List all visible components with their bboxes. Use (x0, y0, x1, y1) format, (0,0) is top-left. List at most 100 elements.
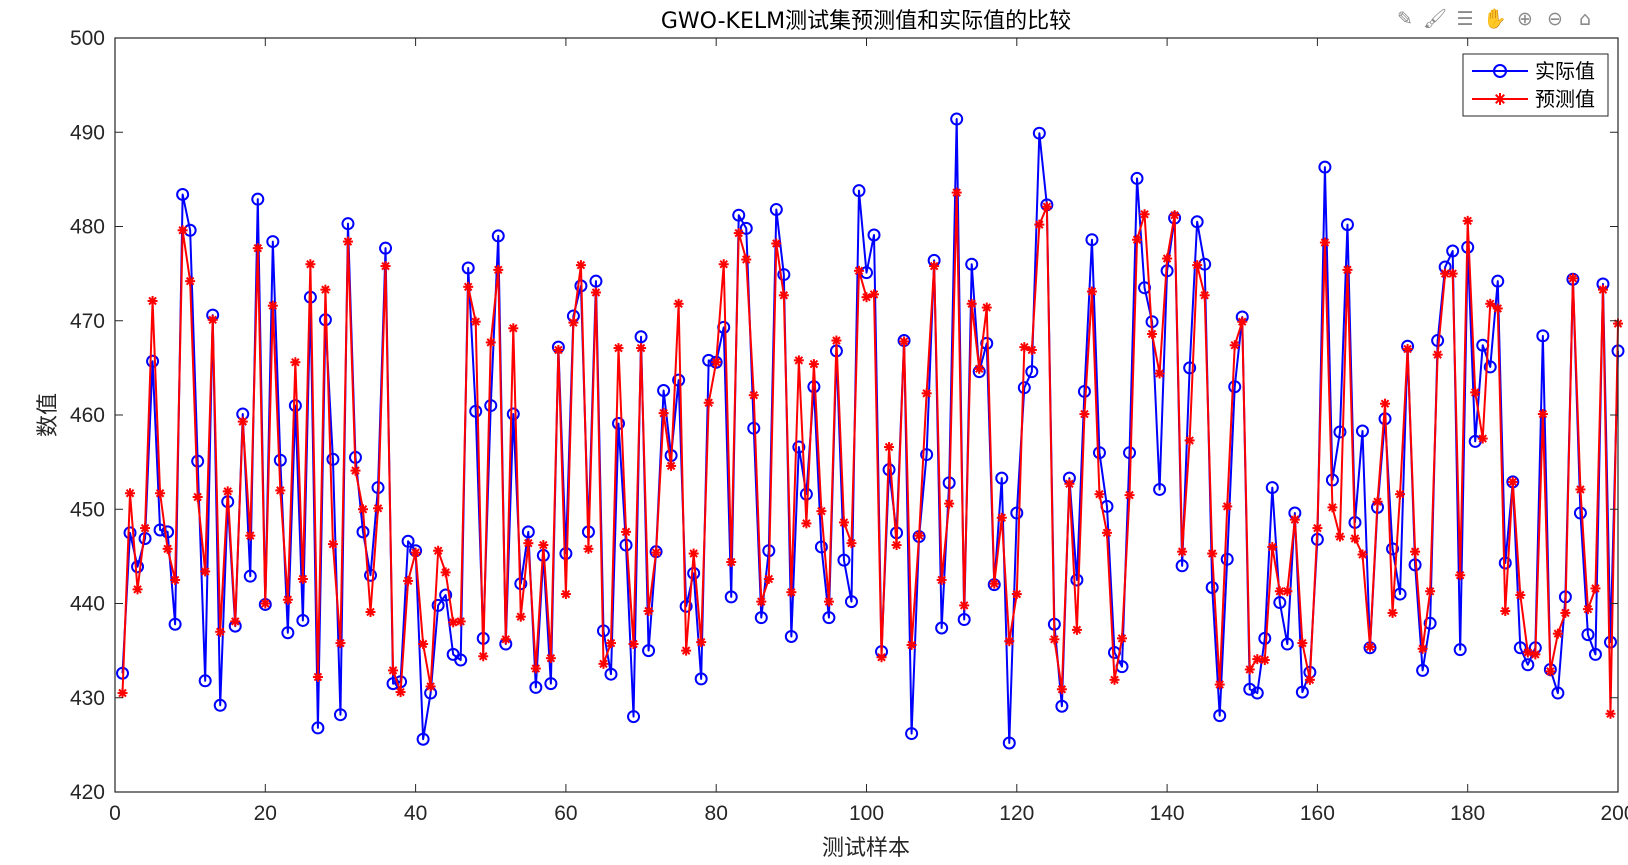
data-point (529, 680, 543, 694)
data-point (1582, 604, 1593, 615)
data-point (1177, 546, 1188, 557)
data-point (1349, 533, 1360, 544)
data-point (1477, 433, 1488, 444)
legend-label-predicted: 预测值 (1535, 87, 1595, 111)
data-point (726, 557, 737, 568)
data-point (935, 621, 949, 635)
data-point (989, 578, 1000, 589)
data-point (1228, 380, 1242, 394)
data-point (598, 658, 609, 669)
data-point (1004, 636, 1015, 647)
data-point (1139, 209, 1150, 220)
data-point (754, 611, 768, 625)
data-tips-icon[interactable]: ☰ (1456, 8, 1474, 30)
data-point (125, 488, 136, 499)
data-point (380, 261, 391, 272)
data-point (724, 590, 738, 604)
data-point (1032, 126, 1046, 140)
data-point (1192, 260, 1203, 271)
data-point (861, 292, 872, 303)
data-point (461, 261, 475, 275)
data-point (1259, 655, 1270, 666)
data-point (718, 259, 729, 270)
x-tick-label: 80 (705, 802, 728, 825)
data-point (553, 344, 564, 355)
data-point (1333, 425, 1347, 439)
pan-icon[interactable]: ✋ (1483, 8, 1507, 30)
data-point (966, 298, 977, 309)
data-point (844, 595, 858, 609)
data-point (123, 526, 137, 540)
data-point (484, 399, 498, 413)
data-point (252, 243, 263, 254)
data-point (493, 264, 504, 275)
data-point (1395, 489, 1406, 500)
data-point (296, 613, 310, 627)
data-point (831, 335, 842, 346)
data-point (132, 584, 143, 595)
data-point (1220, 552, 1234, 566)
data-point (1588, 647, 1602, 661)
data-point (906, 639, 917, 650)
data-point (455, 616, 466, 627)
data-point (837, 553, 851, 567)
data-point (1530, 649, 1541, 660)
y-tick-label: 480 (70, 216, 105, 239)
data-point (1258, 631, 1272, 645)
data-point (756, 596, 767, 607)
data-point (929, 261, 940, 272)
data-point (131, 560, 145, 574)
data-point (604, 667, 618, 681)
brush-icon[interactable]: 🖌 (1422, 8, 1448, 30)
data-point (311, 721, 325, 735)
data-point (793, 355, 804, 366)
edit-plot-icon[interactable]: ✎ (1397, 8, 1413, 30)
legend[interactable]: 实际值 预测值 (1462, 53, 1609, 117)
data-point (627, 710, 641, 724)
data-point (454, 653, 468, 667)
zoom-in-icon[interactable]: ⊕ (1517, 8, 1533, 30)
data-point (605, 638, 616, 649)
data-point (1567, 273, 1578, 284)
home-icon[interactable]: ⌂ (1578, 8, 1592, 30)
data-point (440, 567, 451, 578)
data-point (920, 448, 934, 462)
data-point (1109, 674, 1120, 685)
data-point (1265, 481, 1279, 495)
data-point (1387, 607, 1398, 618)
data-point (1513, 641, 1527, 655)
data-point (275, 485, 286, 496)
data-point (711, 357, 722, 368)
data-point (140, 523, 151, 534)
data-point (1605, 708, 1616, 719)
x-tick-label: 140 (1150, 802, 1185, 825)
data-point (799, 487, 813, 501)
data-point (957, 613, 971, 627)
data-point (741, 254, 752, 265)
data-point (521, 525, 535, 539)
data-point (1175, 559, 1189, 573)
data-point (478, 651, 489, 662)
data-point (1386, 542, 1400, 556)
data-point (1536, 329, 1550, 343)
data-point (703, 397, 714, 408)
data-point (1581, 628, 1595, 642)
data-point (732, 208, 746, 222)
data-point (1049, 634, 1060, 645)
data-point (1462, 215, 1473, 226)
data-point (869, 289, 880, 300)
data-point (995, 471, 1009, 485)
data-point (876, 652, 887, 663)
data-point (431, 598, 445, 612)
data-point (1169, 210, 1180, 221)
data-point (784, 629, 798, 643)
data-point (1447, 268, 1458, 279)
data-point (1056, 684, 1067, 695)
data-point (395, 687, 406, 698)
zoom-out-icon[interactable]: ⊖ (1547, 8, 1563, 30)
data-point (1575, 484, 1586, 495)
x-axis-label: 测试样本 (822, 836, 910, 861)
data-point (816, 506, 827, 517)
data-point (747, 421, 761, 435)
data-point (470, 316, 481, 327)
